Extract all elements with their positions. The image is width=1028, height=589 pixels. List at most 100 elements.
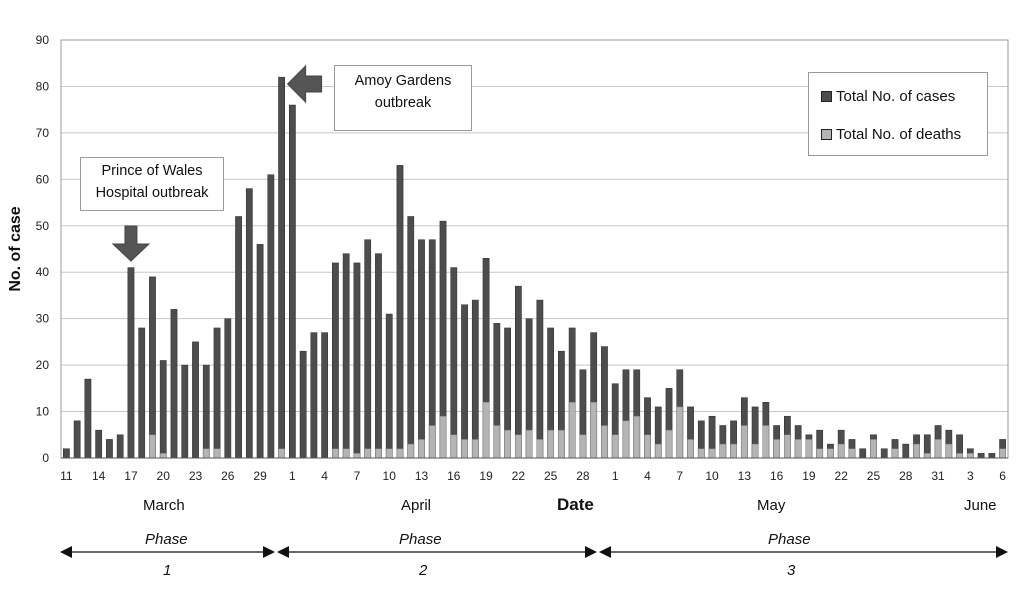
- bar-deaths: [934, 439, 942, 459]
- month-label-march: March: [143, 497, 185, 514]
- x-tick-label: 11: [60, 469, 73, 483]
- bar-deaths: [385, 448, 393, 459]
- x-tick-label: 22: [512, 469, 526, 483]
- prince-of-wales-arrow: [111, 225, 151, 262]
- callout-line: Amoy Gardens: [354, 73, 452, 89]
- callout-line: outbreak: [374, 95, 432, 111]
- x-tick-label: 19: [479, 469, 493, 483]
- x-tick-label: 6: [999, 469, 1006, 483]
- bar-deaths: [342, 448, 350, 459]
- bar-deaths: [622, 420, 630, 459]
- x-tick-label: 22: [835, 469, 849, 483]
- y-tick-label: 90: [36, 33, 50, 47]
- bar-cases: [256, 244, 264, 459]
- bar-cases: [418, 239, 425, 459]
- legend-item-cases: Total No. of cases: [821, 86, 955, 106]
- bar-deaths: [514, 434, 522, 459]
- amoy-gardens-arrow: [286, 64, 323, 104]
- bar-cases: [364, 239, 372, 459]
- phase-1-arrowhead-right: [263, 546, 275, 558]
- bar-deaths: [364, 448, 372, 459]
- annotation-arrows: [111, 64, 323, 262]
- y-tick-label: 60: [36, 172, 50, 186]
- y-tick-label: 10: [36, 405, 50, 419]
- phase-1-number: 1: [163, 562, 172, 579]
- bar-deaths: [525, 429, 533, 459]
- bar-cases: [396, 165, 404, 459]
- bar-deaths: [471, 439, 479, 459]
- bar-cases: [181, 364, 189, 459]
- x-tick-label: 31: [931, 469, 945, 483]
- bar-deaths: [784, 434, 791, 459]
- bar-deaths: [353, 453, 361, 459]
- bar-deaths: [956, 453, 963, 459]
- bar-cases: [116, 434, 124, 459]
- bar-deaths: [687, 439, 694, 459]
- bar-cases: [138, 327, 146, 459]
- prince-of-wales-callout: Prince of Wales Hospital outbreak: [80, 157, 224, 211]
- bar-deaths: [547, 429, 555, 459]
- bar-cases: [461, 304, 468, 459]
- bar-cases: [859, 448, 867, 459]
- bar-cases: [170, 309, 178, 459]
- bar-deaths: [837, 443, 845, 459]
- bar-deaths: [633, 415, 641, 459]
- bar-deaths: [945, 443, 953, 459]
- bar-deaths: [816, 448, 824, 459]
- bar-deaths: [213, 448, 221, 459]
- bar-cases: [977, 453, 985, 459]
- bar-deaths: [536, 439, 544, 459]
- bar-deaths: [601, 425, 608, 459]
- bar-cases: [213, 327, 221, 459]
- bar-deaths: [418, 439, 425, 459]
- x-tick-label: 10: [383, 469, 397, 483]
- bar-cases: [310, 332, 318, 459]
- bar-deaths: [923, 453, 931, 459]
- x-tick-label: 10: [705, 469, 719, 483]
- y-tick-label: 80: [36, 79, 50, 93]
- bar-cases: [288, 104, 296, 459]
- bar-cases: [202, 364, 210, 459]
- bar-cases: [407, 216, 415, 459]
- x-tick-label: 4: [644, 469, 651, 483]
- bar-cases: [514, 285, 522, 459]
- bar-cases: [450, 267, 458, 459]
- bar-deaths: [676, 406, 684, 459]
- x-tick-label: 14: [92, 469, 106, 483]
- bar-deaths: [719, 443, 727, 459]
- month-label-april: April: [401, 497, 432, 514]
- bar-cases: [342, 253, 350, 459]
- bar-deaths: [611, 434, 619, 459]
- phase-3-arrowhead-right: [996, 546, 1008, 558]
- phase-3-number: 3: [787, 562, 796, 579]
- phase-3-label: Phase: [768, 531, 811, 548]
- bar-deaths: [730, 443, 737, 459]
- x-tick-label: 16: [770, 469, 784, 483]
- bar-deaths: [827, 448, 834, 459]
- phase-2-arrowhead-right: [585, 546, 597, 558]
- phase-3-arrowhead-left: [599, 546, 611, 558]
- bar-deaths: [740, 425, 748, 459]
- bar-deaths: [568, 402, 576, 459]
- x-tick-label: 4: [321, 469, 328, 483]
- amoy-gardens-callout: Amoy Gardens outbreak: [334, 65, 472, 131]
- bar-deaths: [278, 448, 285, 459]
- y-tick-label: 40: [36, 265, 50, 279]
- x-tick-label: 28: [576, 469, 590, 483]
- bar-cases: [332, 262, 339, 459]
- bar-deaths: [644, 434, 651, 459]
- phase-arrows: [60, 546, 1008, 558]
- x-tick-label: 16: [447, 469, 461, 483]
- bar-deaths: [450, 434, 458, 459]
- bar-deaths: [375, 448, 382, 459]
- bar-cases: [267, 174, 275, 459]
- x-tick-label: 25: [544, 469, 558, 483]
- x-tick-label: 3: [967, 469, 974, 483]
- bar-cases: [299, 350, 307, 459]
- x-tick-label: 1: [612, 469, 619, 483]
- bar-cases: [106, 439, 113, 459]
- bar-deaths: [999, 448, 1006, 459]
- bar-cases: [245, 188, 253, 459]
- legend-swatch-deaths: [821, 128, 832, 140]
